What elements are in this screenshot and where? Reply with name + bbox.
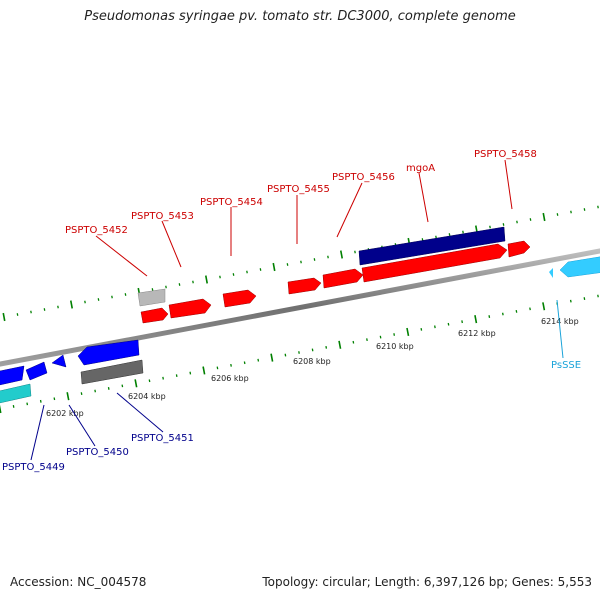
gene-pspto-5451[interactable] [77,339,140,366]
gene-pspto-5455[interactable] [287,277,322,295]
gene-label-pspto-5450: PSPTO_5450 [66,447,129,458]
major-tick [338,340,342,349]
gene-label-pspto-5456: PSPTO_5456 [332,172,395,183]
scale-label: 6206 kbp [211,374,249,383]
gene-pspto-5450[interactable] [51,354,67,368]
forward-strand-genes [137,226,531,324]
genome-title: Pseudomonas syringae pv. tomato str. DC3… [84,9,516,24]
scale-label: 6202 kbp [46,409,84,418]
rna-label-leader [556,299,564,359]
major-tick [0,404,2,414]
gene-cyan[interactable] [0,383,32,404]
major-tick [272,262,276,272]
major-tick [406,327,410,337]
forward-label-leaders [95,159,513,277]
reverse-label-leaders [30,392,164,461]
rna-pssse[interactable] [549,268,553,278]
gene-label-pspto-5454: PSPTO_5454 [200,197,263,208]
gene-pspto-5453[interactable] [168,298,212,319]
gene-label-pspto-5453: PSPTO_5453 [131,211,194,222]
gene-label-mgoa: mgoA [406,163,435,174]
scale-label: 6214 kbp [541,317,579,326]
major-tick [542,302,546,311]
major-tick [270,353,274,362]
major-tick [202,366,206,375]
reverse-strand-genes [0,256,600,404]
gene-pspto-5452[interactable] [140,307,169,324]
gene-pspto-5454[interactable] [222,289,257,308]
gene-label-pspto-5451: PSPTO_5451 [131,433,194,444]
rna-feature[interactable] [559,256,600,278]
major-tick [542,212,546,222]
pseudo-gene-dark[interactable] [80,359,144,385]
major-tick [2,312,6,322]
scale-label: 6208 kbp [293,357,331,366]
gene-label-pssse: PsSSE [551,360,581,371]
gene-pspto-5456[interactable] [322,268,364,289]
major-tick [69,300,74,309]
gene-label-pspto-5452: PSPTO_5452 [65,225,128,236]
pseudogene-feature[interactable] [137,288,166,307]
major-tick [66,392,70,401]
operon-bar[interactable] [358,226,506,266]
genome-summary-text: Topology: circular; Length: 6,397,126 bp… [262,575,592,589]
major-tick [474,315,478,324]
forward-tick-track [2,205,599,322]
gene-pspto-5449[interactable] [0,365,25,386]
accession-text: Accession: NC_004578 [10,575,147,589]
major-tick [134,379,138,388]
scale-label: 6204 kbp [128,392,166,401]
gene-pspto-5458[interactable] [507,240,531,258]
major-tick [339,250,344,259]
gene-mgoA[interactable] [361,243,508,283]
gene-label-pspto-5449: PSPTO_5449 [2,462,65,473]
gene-label-pspto-5455: PSPTO_5455 [267,184,330,195]
reverse-tick-track [0,294,599,414]
major-tick [204,275,209,284]
gene-label-pspto-5458: PSPTO_5458 [474,149,537,160]
scale-label: 6210 kbp [376,342,414,351]
scale-label: 6212 kbp [458,329,496,338]
gene-reverse-small[interactable] [25,361,48,381]
